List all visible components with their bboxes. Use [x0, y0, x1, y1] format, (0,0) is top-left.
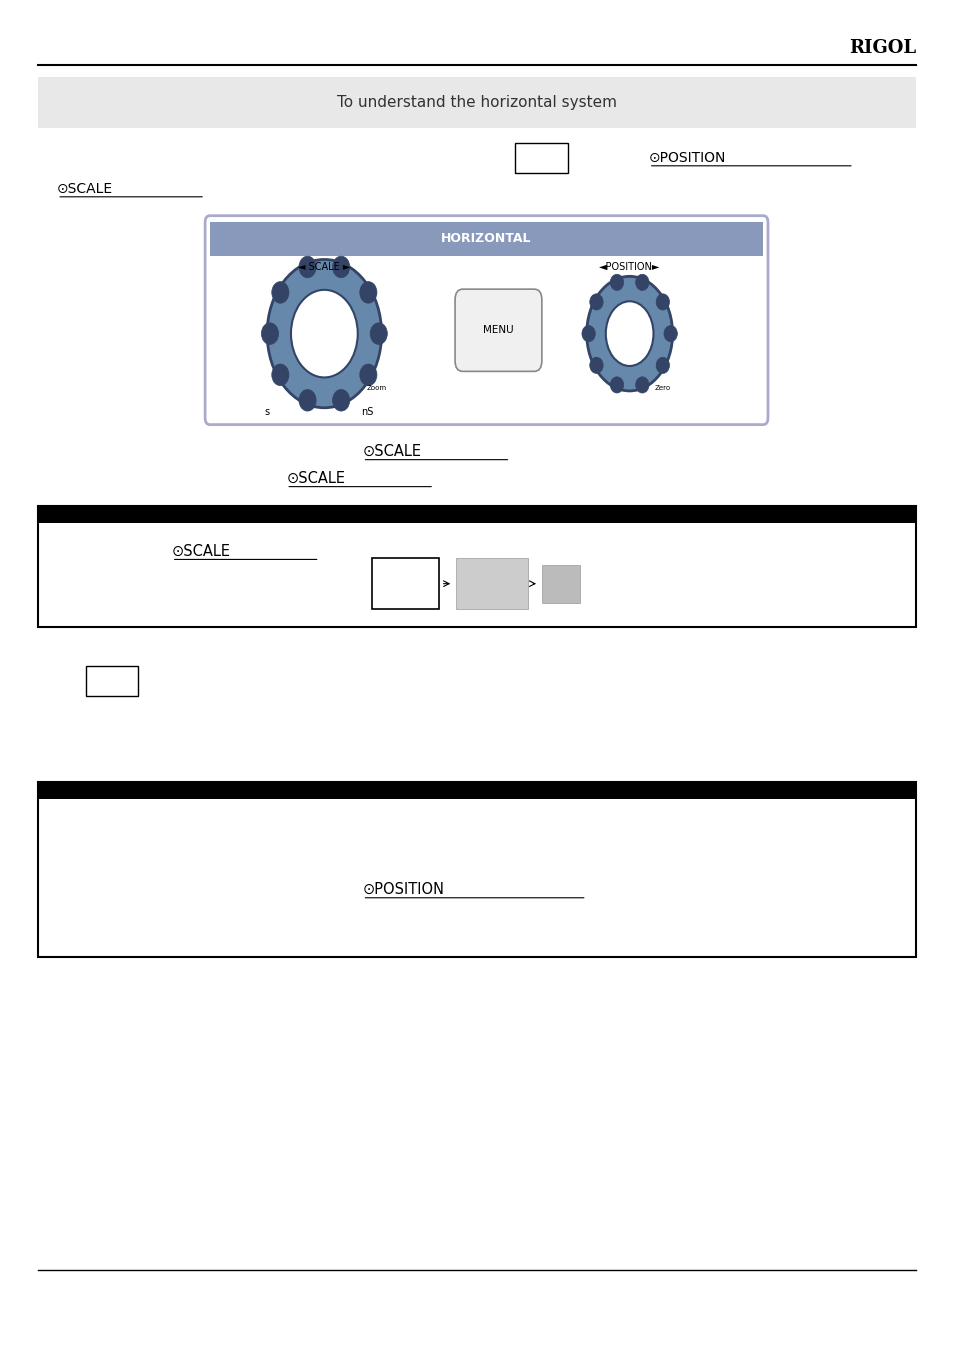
Ellipse shape	[656, 294, 669, 310]
FancyBboxPatch shape	[38, 506, 915, 523]
FancyBboxPatch shape	[456, 558, 527, 609]
FancyBboxPatch shape	[372, 558, 438, 609]
Text: Zoom: Zoom	[366, 386, 387, 391]
Text: ⊙POSITION: ⊙POSITION	[648, 151, 725, 164]
FancyBboxPatch shape	[205, 216, 767, 425]
FancyBboxPatch shape	[38, 77, 915, 128]
Ellipse shape	[610, 377, 623, 394]
Text: ⊙SCALE: ⊙SCALE	[362, 443, 421, 460]
Ellipse shape	[333, 256, 350, 278]
FancyBboxPatch shape	[455, 290, 541, 372]
Ellipse shape	[605, 302, 653, 367]
Ellipse shape	[589, 357, 602, 373]
Ellipse shape	[656, 357, 669, 373]
Text: ⊙SCALE: ⊙SCALE	[172, 543, 231, 559]
Ellipse shape	[663, 326, 677, 342]
FancyBboxPatch shape	[86, 666, 138, 696]
Ellipse shape	[370, 322, 387, 345]
Text: MENU: MENU	[482, 325, 514, 336]
FancyBboxPatch shape	[515, 143, 567, 173]
Ellipse shape	[333, 390, 350, 411]
Ellipse shape	[581, 326, 595, 342]
Text: s: s	[264, 407, 270, 418]
Ellipse shape	[272, 282, 289, 303]
FancyBboxPatch shape	[210, 222, 762, 256]
Ellipse shape	[359, 364, 376, 386]
Ellipse shape	[272, 364, 289, 386]
Ellipse shape	[359, 282, 376, 303]
Text: ⊙SCALE: ⊙SCALE	[286, 470, 345, 487]
FancyBboxPatch shape	[38, 782, 915, 799]
Ellipse shape	[261, 322, 278, 345]
Text: Zero: Zero	[655, 386, 670, 391]
FancyBboxPatch shape	[38, 782, 915, 957]
Ellipse shape	[586, 276, 672, 391]
Ellipse shape	[635, 377, 648, 394]
Ellipse shape	[298, 390, 315, 411]
Ellipse shape	[635, 274, 648, 290]
Ellipse shape	[291, 290, 357, 377]
Text: ◄POSITION►: ◄POSITION►	[598, 262, 659, 272]
Ellipse shape	[298, 256, 315, 278]
Ellipse shape	[610, 274, 623, 290]
Text: ◄ SCALE ►: ◄ SCALE ►	[298, 262, 350, 272]
Text: nS: nS	[361, 407, 373, 418]
Ellipse shape	[589, 294, 602, 310]
Text: HORIZONTAL: HORIZONTAL	[441, 232, 531, 245]
FancyBboxPatch shape	[541, 565, 579, 603]
FancyBboxPatch shape	[38, 506, 915, 627]
Text: RIGOL: RIGOL	[848, 39, 915, 57]
Text: To understand the horizontal system: To understand the horizontal system	[336, 94, 617, 111]
Text: ⊙POSITION: ⊙POSITION	[362, 882, 444, 898]
Text: ⊙SCALE: ⊙SCALE	[57, 182, 113, 195]
Ellipse shape	[267, 259, 381, 407]
